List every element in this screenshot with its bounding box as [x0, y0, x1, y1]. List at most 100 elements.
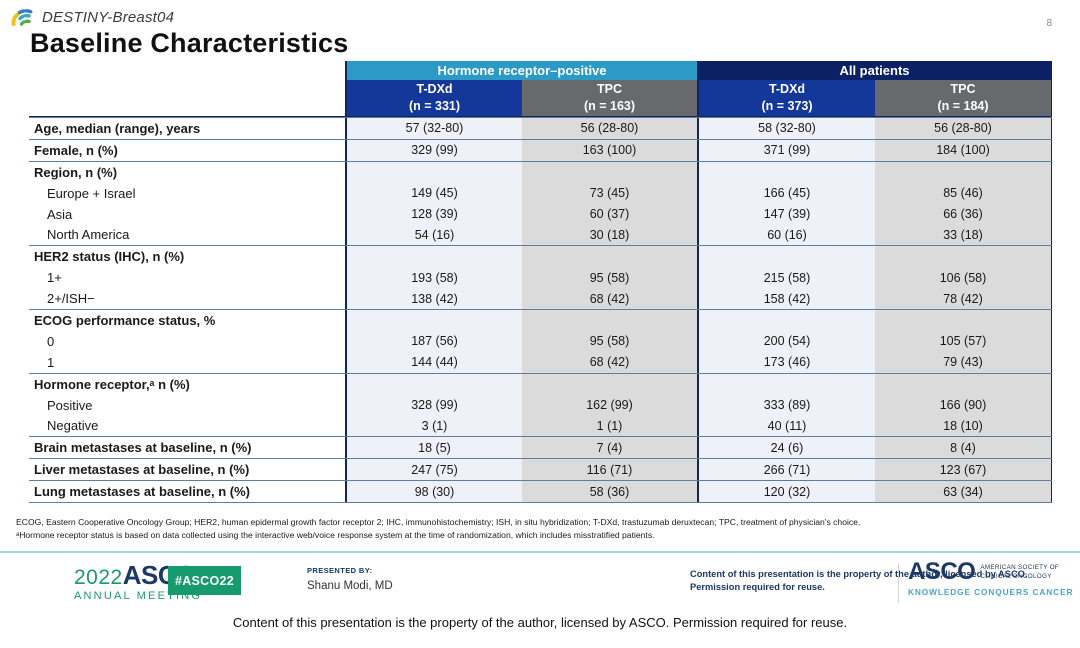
cell-value: 163 (100) — [522, 139, 697, 161]
table-group-header-row: Hormone receptor–positive All patients — [29, 61, 1052, 80]
cell-value: 149 (45) — [345, 182, 522, 204]
cell-value: 371 (99) — [697, 139, 875, 161]
table-row: Positive 328 (99) 162 (99) 333 (89) 166 (90) — [29, 394, 1052, 416]
cell-value: 95 (58) — [522, 330, 697, 352]
cell-value: 56 (28-80) — [875, 118, 1052, 139]
meeting-subtitle: ANNUAL MEETING — [74, 590, 203, 602]
row-label: 1 — [29, 351, 345, 373]
column-n: (n = 163) — [583, 99, 636, 113]
cell-value: 68 (42) — [522, 288, 697, 310]
row-label: Europe + Israel — [29, 182, 345, 204]
baseline-characteristics-table: Hormone receptor–positive All patients T… — [29, 61, 1052, 503]
cell-value: 266 (71) — [697, 459, 875, 481]
column-name: TPC — [950, 82, 976, 97]
table-column-header-row: T-DXd (n = 331) TPC (n = 163) T-DXd (n =… — [29, 80, 1052, 117]
row-label: 2+/ISH− — [29, 288, 345, 310]
row-label: North America — [29, 224, 345, 246]
column-header-tpc-hr: TPC (n = 163) — [522, 80, 697, 116]
column-name: T-DXd — [416, 82, 453, 97]
row-label: Region, n (%) — [29, 161, 345, 183]
cell-value — [522, 161, 697, 183]
footnote-superscript-a: ᵃHormone receptor status is based on dat… — [16, 530, 655, 541]
column-name: T-DXd — [768, 82, 806, 97]
cell-value — [697, 373, 875, 395]
asco-society-line1: AMERICAN SOCIETY OF — [980, 564, 1060, 571]
cell-value: 58 (32-80) — [697, 118, 875, 139]
cell-value: 63 (34) — [875, 481, 1052, 503]
table-row: Region, n (%) — [29, 160, 1052, 183]
asco-tagline: KNOWLEDGE CONQUERS CANCER — [908, 586, 1074, 597]
cell-value: 193 (58) — [345, 267, 522, 289]
cell-value: 68 (42) — [522, 351, 697, 373]
cell-value: 162 (99) — [522, 394, 697, 416]
presented-by-block: PRESENTED BY: Shanu Modi, MD — [307, 566, 393, 592]
row-label: ECOG performance status, % — [29, 310, 345, 331]
cell-value: 98 (30) — [345, 481, 522, 503]
column-n: (n = 184) — [937, 99, 989, 113]
table-row: North America 54 (16) 30 (18) 60 (16) 33 (18… — [29, 224, 1052, 246]
meeting-year: 2022 — [74, 566, 123, 589]
cell-value: 158 (42) — [697, 288, 875, 310]
row-label: 1+ — [29, 267, 345, 289]
cell-value: 78 (42) — [875, 288, 1052, 310]
trial-brand: DESTINY-Breast04 — [10, 6, 174, 28]
row-label: Liver metastases at baseline, n (%) — [29, 459, 345, 481]
group-header-all-patients: All patients — [697, 61, 1052, 80]
cell-value: 123 (67) — [875, 459, 1052, 481]
cell-value: 184 (100) — [875, 139, 1052, 161]
cell-value: 3 (1) — [345, 415, 522, 437]
table-body: Age, median (range), years 57 (32-80) 56 (… — [29, 117, 1052, 503]
cell-value: 85 (46) — [875, 182, 1052, 204]
cell-value: 33 (18) — [875, 224, 1052, 246]
cell-value — [522, 246, 697, 268]
hashtag-badge: #ASCO22 — [168, 566, 241, 595]
table-row: ECOG performance status, % — [29, 309, 1052, 331]
cell-value — [875, 161, 1052, 183]
cell-value: 333 (89) — [697, 394, 875, 416]
cell-value: 106 (58) — [875, 267, 1052, 289]
cell-value: 18 (5) — [345, 437, 522, 459]
header-spacer — [29, 61, 345, 80]
column-n: (n = 331) — [408, 99, 461, 113]
footnote-abbreviations: ECOG, Eastern Cooperative Oncology Group… — [16, 517, 861, 527]
asco-society-name: AMERICAN SOCIETY OF CLINICAL ONCOLOGY — [980, 561, 1059, 581]
row-label: Age, median (range), years — [29, 118, 345, 139]
cell-value: 60 (16) — [697, 224, 875, 246]
table-row: 1+ 193 (58) 95 (58) 215 (58) 106 (58) — [29, 267, 1052, 289]
footer-divider — [898, 563, 899, 603]
table-row: HER2 status (IHC), n (%) — [29, 245, 1052, 268]
column-header-tdxd-all: T-DXd (n = 373) — [697, 80, 875, 116]
column-header-tpc-all: TPC (n = 184) — [875, 80, 1052, 116]
table-row: Liver metastases at baseline, n (%) 247 (… — [29, 458, 1052, 481]
column-n: (n = 373) — [761, 99, 813, 113]
license-notice: Content of this presentation is the prop… — [690, 569, 1028, 593]
row-label: HER2 status (IHC), n (%) — [29, 246, 345, 268]
cell-value: 24 (6) — [697, 437, 875, 459]
cell-value — [697, 246, 875, 268]
row-label: Asia — [29, 203, 345, 225]
cell-value: 247 (75) — [345, 459, 522, 481]
cell-value: 120 (32) — [697, 481, 875, 503]
cell-value: 200 (54) — [697, 330, 875, 352]
table-row: 0 187 (56) 95 (58) 200 (54) 105 (57) — [29, 330, 1052, 352]
cell-value: 8 (4) — [875, 437, 1052, 459]
column-header-tdxd-hr: T-DXd (n = 331) — [345, 80, 522, 116]
cell-value: 116 (71) — [522, 459, 697, 481]
table-row: 1 144 (44) 68 (42) 173 (46) 79 (43) — [29, 351, 1052, 373]
row-label: Lung metastases at baseline, n (%) — [29, 481, 345, 503]
cell-value: 105 (57) — [875, 330, 1052, 352]
trial-name: DESTINY-Breast04 — [42, 8, 175, 26]
cell-value: 173 (46) — [697, 351, 875, 373]
asco-society-logo: ASCO AMERICAN SOCIETY OF CLINICAL ONCOLO… — [908, 558, 1074, 597]
page-title: Baseline Characteristics — [30, 28, 349, 58]
cell-value: 187 (56) — [345, 330, 522, 352]
cell-value — [345, 373, 522, 395]
cell-value — [345, 246, 522, 268]
footnotes: ECOG, Eastern Cooperative Oncology Group… — [16, 516, 1066, 543]
cell-value — [697, 161, 875, 183]
asco-wordmark: ASCO — [908, 558, 976, 585]
table-row: Brain metastases at baseline, n (%) 18 (5… — [29, 436, 1052, 459]
cell-value — [875, 373, 1052, 395]
cell-value: 18 (10) — [875, 415, 1052, 437]
